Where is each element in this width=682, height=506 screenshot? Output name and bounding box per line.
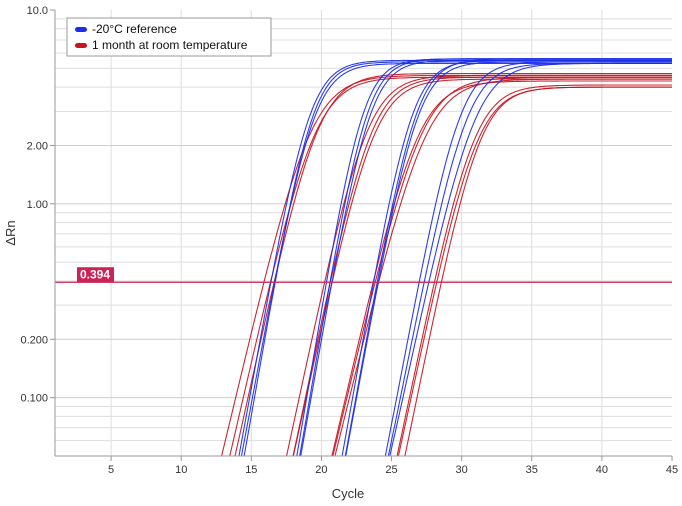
amplification-curves [221, 58, 672, 456]
legend-label-room-temperature: 1 month at room temperature [92, 38, 248, 52]
legend-label-reference: -20°C reference [92, 22, 177, 36]
amplification-curve-reference [341, 59, 672, 456]
threshold[interactable]: 0.394 [55, 267, 672, 283]
threshold-label: 0.394 [80, 268, 110, 282]
amplification-curve-reference [389, 62, 672, 456]
threshold-label-box[interactable] [77, 267, 114, 283]
y-tick-label: 10.0 [27, 5, 48, 17]
x-tick-label: 10 [175, 464, 187, 476]
x-tick-label: 35 [526, 464, 538, 476]
plot-background [55, 10, 672, 456]
x-axis-title: Cycle [332, 486, 365, 501]
x-tick-label: 45 [666, 464, 678, 476]
y-tick-label: 1.00 [27, 199, 48, 211]
x-tick-label: 40 [596, 464, 608, 476]
legend-swatch-reference [75, 27, 87, 32]
x-tick-label: 5 [108, 464, 114, 476]
legend: -20°C reference 1 month at room temperat… [66, 17, 272, 57]
legend-swatch-room-temperature [75, 43, 87, 48]
amplification-curve-room-temperature [404, 86, 672, 456]
x-tick-label: 25 [385, 464, 397, 476]
x-tick-label: 20 [315, 464, 327, 476]
y-tick-label: 0.200 [20, 334, 48, 346]
y-axis-ticks: 0.100 0.200 1.00 2.00 10.0 [20, 5, 55, 405]
y-tick-label: 2.00 [27, 140, 48, 152]
y-tick-label: 0.100 [20, 393, 48, 405]
amplification-curve-room-temperature [234, 72, 672, 456]
x-axis-ticks: 5 10 15 20 25 30 35 40 45 [108, 456, 678, 476]
amplification-curve-reference [384, 61, 672, 456]
amplification-curve-reference [344, 58, 672, 456]
amplification-curve-room-temperature [396, 84, 672, 456]
legend-box [66, 17, 272, 57]
x-tick-label: 15 [245, 464, 257, 476]
x-tick-label: 30 [456, 464, 468, 476]
y-axis-title: ΔRn [3, 220, 18, 245]
